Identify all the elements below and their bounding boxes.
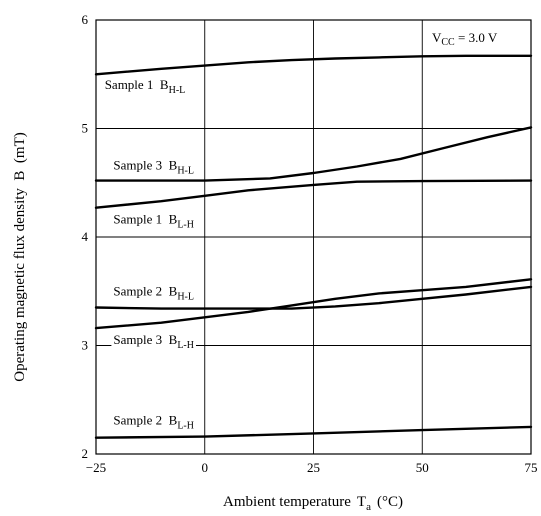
y-tick-label: 4: [82, 229, 89, 244]
series-label-sub: L-H: [177, 220, 194, 231]
series-label-sub: H-L: [169, 85, 186, 96]
y-tick-label: 3: [82, 338, 89, 353]
series-label-name: Sample 1 B: [113, 212, 177, 227]
x-tick-label: 25: [307, 460, 320, 475]
series-lines: [94, 54, 533, 439]
series-label-sub: H-L: [177, 165, 194, 176]
series-label-1: Sample 1 BH-L: [105, 77, 186, 96]
series-label-bg: [102, 77, 188, 97]
y-tick-label: 6: [82, 12, 89, 27]
series-line-4: [94, 285, 533, 310]
series-label-name: Sample 2 B: [113, 412, 177, 427]
series-label-2: Sample 3 BH-L: [113, 157, 194, 176]
x-tick-label: −25: [86, 460, 106, 475]
series-label-6: Sample 2 BL-H: [113, 412, 194, 431]
series-label-name: Sample 2 B: [113, 283, 177, 298]
series-label-name: Sample 1 B: [105, 77, 169, 92]
supply-voltage-annotation: VCC = 3.0 V: [432, 30, 498, 48]
x-tick-label: 50: [416, 460, 429, 475]
series-label-5: Sample 3 BL-H: [113, 332, 194, 351]
x-axis-label: Ambient temperature Ta (°C): [223, 494, 403, 513]
x-axis-unit: (°C): [377, 494, 403, 510]
series-label-bg: [111, 157, 196, 177]
series-label-name: Sample 3 B: [113, 157, 177, 172]
series-label-bg: [111, 211, 196, 231]
series-line-5: [94, 278, 533, 330]
series-line-1: [94, 54, 533, 76]
plot-frame: [95, 19, 532, 455]
x-axis-symbol: T: [357, 494, 366, 510]
x-axis-label-text: Ambient temperature: [223, 494, 351, 510]
x-tick-label: 75: [525, 460, 538, 475]
x-tick-label: 0: [202, 460, 209, 475]
series-label-sub: L-H: [177, 340, 194, 351]
series-label-sub: H-L: [177, 291, 194, 302]
annotation-rest: = 3.0 V: [455, 30, 498, 45]
y-axis-label: Operating magnetic flux density B (mT): [12, 132, 28, 382]
y-tick-label: 2: [82, 446, 89, 461]
series-label-bg: [111, 332, 196, 352]
series-label-sub: L-H: [177, 420, 194, 431]
annotation-main: V: [432, 30, 442, 45]
series-line-2: [94, 126, 533, 182]
series-label-4: Sample 2 BH-L: [113, 283, 194, 302]
annotation-sub: CC: [441, 37, 455, 48]
series-label-bg: [111, 283, 196, 303]
tick-labels: −25 0 25 50 75 2 3 4 5 6: [82, 12, 538, 475]
series-line-6: [94, 425, 533, 439]
y-tick-label: 5: [82, 121, 89, 136]
annotation-text: VCC = 3.0 V: [432, 30, 498, 48]
series-label-3: Sample 1 BL-H: [113, 212, 194, 231]
series-line-3: [94, 179, 533, 209]
x-axis-subscript: a: [366, 501, 371, 513]
series-label-name: Sample 3 B: [113, 332, 177, 347]
series-label-bg: [111, 412, 196, 432]
